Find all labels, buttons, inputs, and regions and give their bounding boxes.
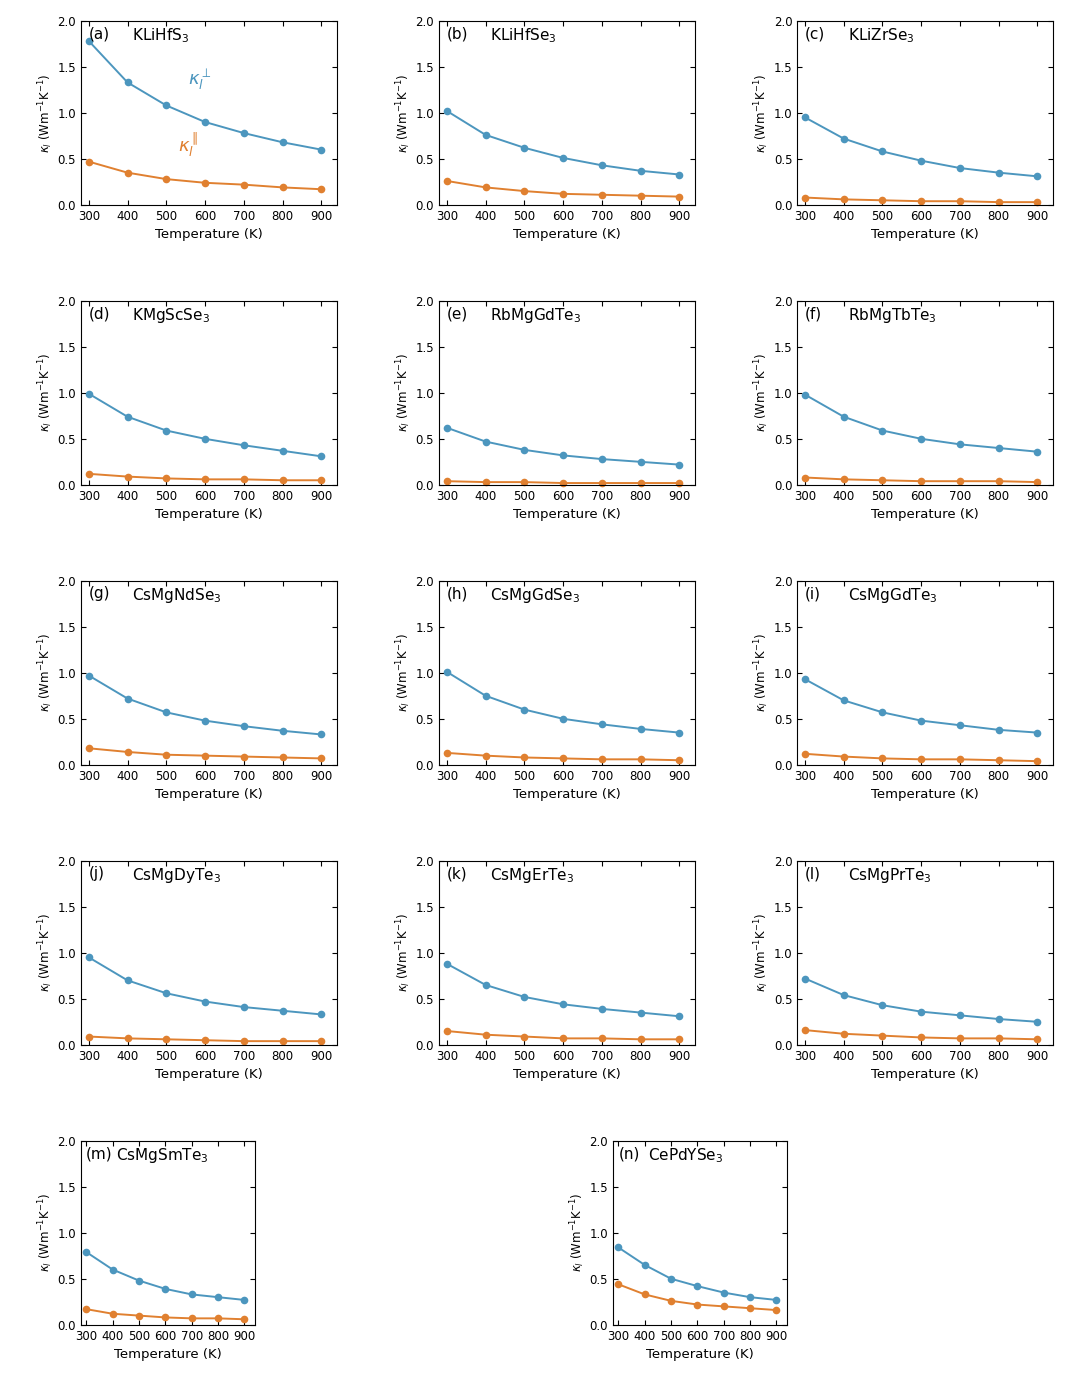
X-axis label: Temperature (K): Temperature (K) — [156, 788, 262, 802]
Text: CsMgNdSe$_3$: CsMgNdSe$_3$ — [132, 586, 221, 606]
Text: $\kappa_l^{\perp}$: $\kappa_l^{\perp}$ — [188, 68, 213, 92]
Text: CsMgSmTe$_3$: CsMgSmTe$_3$ — [116, 1147, 208, 1165]
X-axis label: Temperature (K): Temperature (K) — [872, 508, 978, 522]
X-axis label: Temperature (K): Temperature (K) — [513, 228, 621, 242]
Text: CsMgGdSe$_3$: CsMgGdSe$_3$ — [490, 586, 580, 606]
Text: CsMgPrTe$_3$: CsMgPrTe$_3$ — [849, 867, 932, 885]
Text: CsMgDyTe$_3$: CsMgDyTe$_3$ — [132, 867, 221, 885]
Text: KMgScSe$_3$: KMgScSe$_3$ — [132, 306, 211, 326]
Y-axis label: $\kappa_l$ (Wm$^{-1}$K$^{-1}$): $\kappa_l$ (Wm$^{-1}$K$^{-1}$) — [568, 1192, 586, 1272]
Text: CsMgGdTe$_3$: CsMgGdTe$_3$ — [849, 586, 939, 606]
X-axis label: Temperature (K): Temperature (K) — [513, 1068, 621, 1082]
Text: (m): (m) — [86, 1147, 112, 1161]
Text: CsMgErTe$_3$: CsMgErTe$_3$ — [490, 867, 575, 885]
Text: (d): (d) — [89, 306, 110, 322]
Y-axis label: $\kappa_l$ (Wm$^{-1}$K$^{-1}$): $\kappa_l$ (Wm$^{-1}$K$^{-1}$) — [394, 914, 413, 992]
Text: (j): (j) — [89, 867, 105, 882]
Text: RbMgTbTe$_3$: RbMgTbTe$_3$ — [849, 306, 937, 326]
Text: CePdYSe$_3$: CePdYSe$_3$ — [648, 1147, 724, 1165]
Text: (k): (k) — [447, 867, 468, 882]
X-axis label: Temperature (K): Temperature (K) — [872, 1068, 978, 1082]
Y-axis label: $\kappa_l$ (Wm$^{-1}$K$^{-1}$): $\kappa_l$ (Wm$^{-1}$K$^{-1}$) — [753, 633, 771, 712]
X-axis label: Temperature (K): Temperature (K) — [513, 788, 621, 802]
Text: (a): (a) — [89, 26, 110, 41]
Text: (b): (b) — [447, 26, 469, 41]
X-axis label: Temperature (K): Temperature (K) — [114, 1348, 221, 1361]
Y-axis label: $\kappa_l$ (Wm$^{-1}$K$^{-1}$): $\kappa_l$ (Wm$^{-1}$K$^{-1}$) — [36, 353, 55, 432]
X-axis label: Temperature (K): Temperature (K) — [646, 1348, 754, 1361]
Y-axis label: $\kappa_l$ (Wm$^{-1}$K$^{-1}$): $\kappa_l$ (Wm$^{-1}$K$^{-1}$) — [36, 914, 55, 992]
Text: KLiZrSe$_3$: KLiZrSe$_3$ — [849, 26, 915, 46]
Text: (h): (h) — [447, 586, 468, 602]
X-axis label: Temperature (K): Temperature (K) — [156, 1068, 262, 1082]
Text: (c): (c) — [805, 26, 825, 41]
X-axis label: Temperature (K): Temperature (K) — [872, 788, 978, 802]
Y-axis label: $\kappa_l$ (Wm$^{-1}$K$^{-1}$): $\kappa_l$ (Wm$^{-1}$K$^{-1}$) — [36, 73, 55, 153]
Text: (f): (f) — [805, 306, 822, 322]
Text: (g): (g) — [89, 586, 110, 602]
X-axis label: Temperature (K): Temperature (K) — [156, 228, 262, 242]
X-axis label: Temperature (K): Temperature (K) — [872, 228, 978, 242]
Text: KLiHfSe$_3$: KLiHfSe$_3$ — [490, 26, 557, 46]
X-axis label: Temperature (K): Temperature (K) — [156, 508, 262, 522]
Y-axis label: $\kappa_l$ (Wm$^{-1}$K$^{-1}$): $\kappa_l$ (Wm$^{-1}$K$^{-1}$) — [753, 73, 771, 153]
Text: (n): (n) — [618, 1147, 639, 1161]
Y-axis label: $\kappa_l$ (Wm$^{-1}$K$^{-1}$): $\kappa_l$ (Wm$^{-1}$K$^{-1}$) — [394, 353, 413, 432]
Y-axis label: $\kappa_l$ (Wm$^{-1}$K$^{-1}$): $\kappa_l$ (Wm$^{-1}$K$^{-1}$) — [394, 73, 413, 153]
Y-axis label: $\kappa_l$ (Wm$^{-1}$K$^{-1}$): $\kappa_l$ (Wm$^{-1}$K$^{-1}$) — [36, 1192, 55, 1272]
X-axis label: Temperature (K): Temperature (K) — [513, 508, 621, 522]
Text: (e): (e) — [447, 306, 468, 322]
Text: KLiHfS$_3$: KLiHfS$_3$ — [132, 26, 189, 46]
Text: RbMgGdTe$_3$: RbMgGdTe$_3$ — [490, 306, 582, 326]
Text: (i): (i) — [805, 586, 821, 602]
Y-axis label: $\kappa_l$ (Wm$^{-1}$K$^{-1}$): $\kappa_l$ (Wm$^{-1}$K$^{-1}$) — [753, 353, 771, 432]
Text: (l): (l) — [805, 867, 821, 882]
Y-axis label: $\kappa_l$ (Wm$^{-1}$K$^{-1}$): $\kappa_l$ (Wm$^{-1}$K$^{-1}$) — [394, 633, 413, 712]
Y-axis label: $\kappa_l$ (Wm$^{-1}$K$^{-1}$): $\kappa_l$ (Wm$^{-1}$K$^{-1}$) — [36, 633, 55, 712]
Text: $\kappa_l^{\parallel}$: $\kappa_l^{\parallel}$ — [178, 131, 199, 160]
Y-axis label: $\kappa_l$ (Wm$^{-1}$K$^{-1}$): $\kappa_l$ (Wm$^{-1}$K$^{-1}$) — [753, 914, 771, 992]
